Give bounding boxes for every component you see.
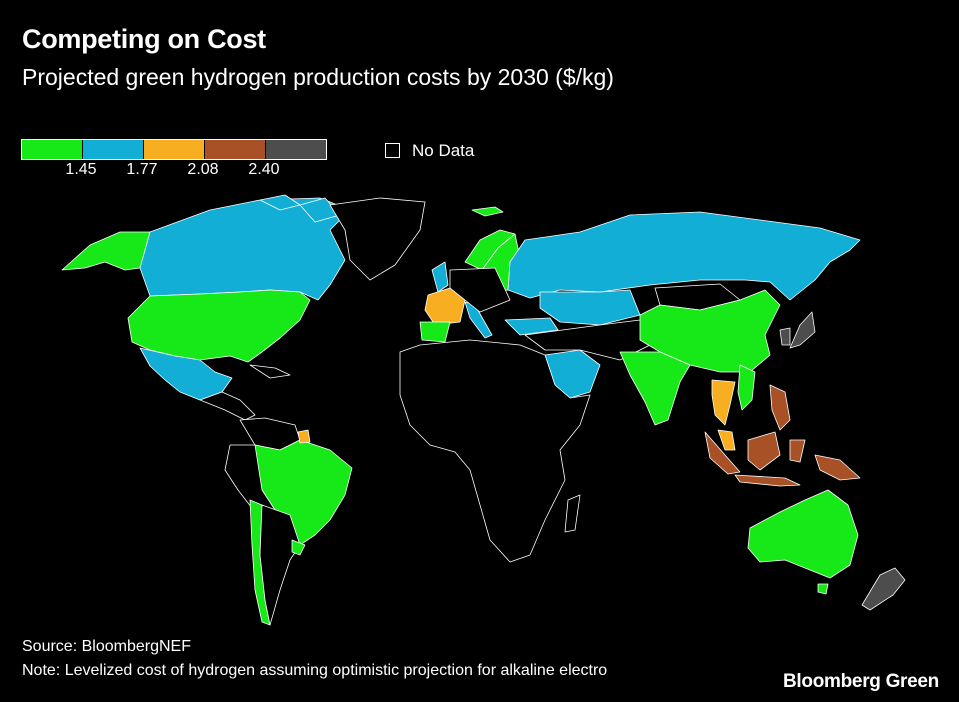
region-uruguay <box>291 539 306 556</box>
region-indonesia-java <box>734 474 801 487</box>
legend-tick-1: 1.45 <box>65 161 97 178</box>
region-indonesia-papua <box>814 454 861 481</box>
world-map <box>61 194 906 626</box>
region-indonesia-sumatra <box>704 431 741 475</box>
region-malaysia <box>717 429 736 451</box>
region-philippines <box>769 384 791 431</box>
region-uk <box>431 261 449 293</box>
source-note: Source: BloombergNEF <box>22 638 191 655</box>
region-thailand <box>711 379 736 426</box>
region-greenland <box>329 197 426 281</box>
region-central-america <box>199 391 256 421</box>
legend-tick-3: 2.08 <box>187 161 219 178</box>
region-caribbean <box>249 364 291 379</box>
region-tasmania <box>817 583 829 595</box>
region-korea <box>779 327 791 346</box>
legend-swatch-1 <box>22 140 82 159</box>
no-data-label: No Data <box>412 141 475 160</box>
region-spain <box>419 321 451 343</box>
region-usa <box>127 289 311 363</box>
region-madagascar <box>564 494 581 533</box>
methodology-note: Note: Levelized cost of hydrogen assumin… <box>22 662 608 679</box>
region-turkey <box>504 317 559 336</box>
color-legend <box>21 139 327 160</box>
chart-subtitle: Projected green hydrogen production cost… <box>22 64 614 90</box>
region-indonesia-borneo <box>747 431 781 471</box>
legend-swatch-4 <box>204 140 265 159</box>
region-india <box>619 351 691 426</box>
legend-tick-4: 2.40 <box>248 161 280 178</box>
region-vietnam <box>737 364 756 411</box>
region-kazakhstan <box>539 289 641 326</box>
legend-tick-2: 1.77 <box>126 161 158 178</box>
legend-swatch-2 <box>82 140 143 159</box>
region-africa <box>399 339 591 563</box>
region-australia <box>747 489 859 579</box>
region-indonesia-sulawesi <box>789 439 806 463</box>
chart-title: Competing on Cost <box>22 24 266 54</box>
region-japan <box>789 311 816 349</box>
region-french-guiana <box>297 429 311 444</box>
region-russia <box>507 211 861 301</box>
brand-logo: Bloomberg Green <box>779 671 939 693</box>
legend-swatch-5 <box>265 140 326 159</box>
no-data-swatch <box>385 143 400 158</box>
region-central-europe <box>449 267 511 313</box>
region-argentina <box>259 504 301 626</box>
region-new-zealand <box>861 567 906 611</box>
legend-swatch-3 <box>143 140 204 159</box>
region-iceland <box>471 206 504 217</box>
